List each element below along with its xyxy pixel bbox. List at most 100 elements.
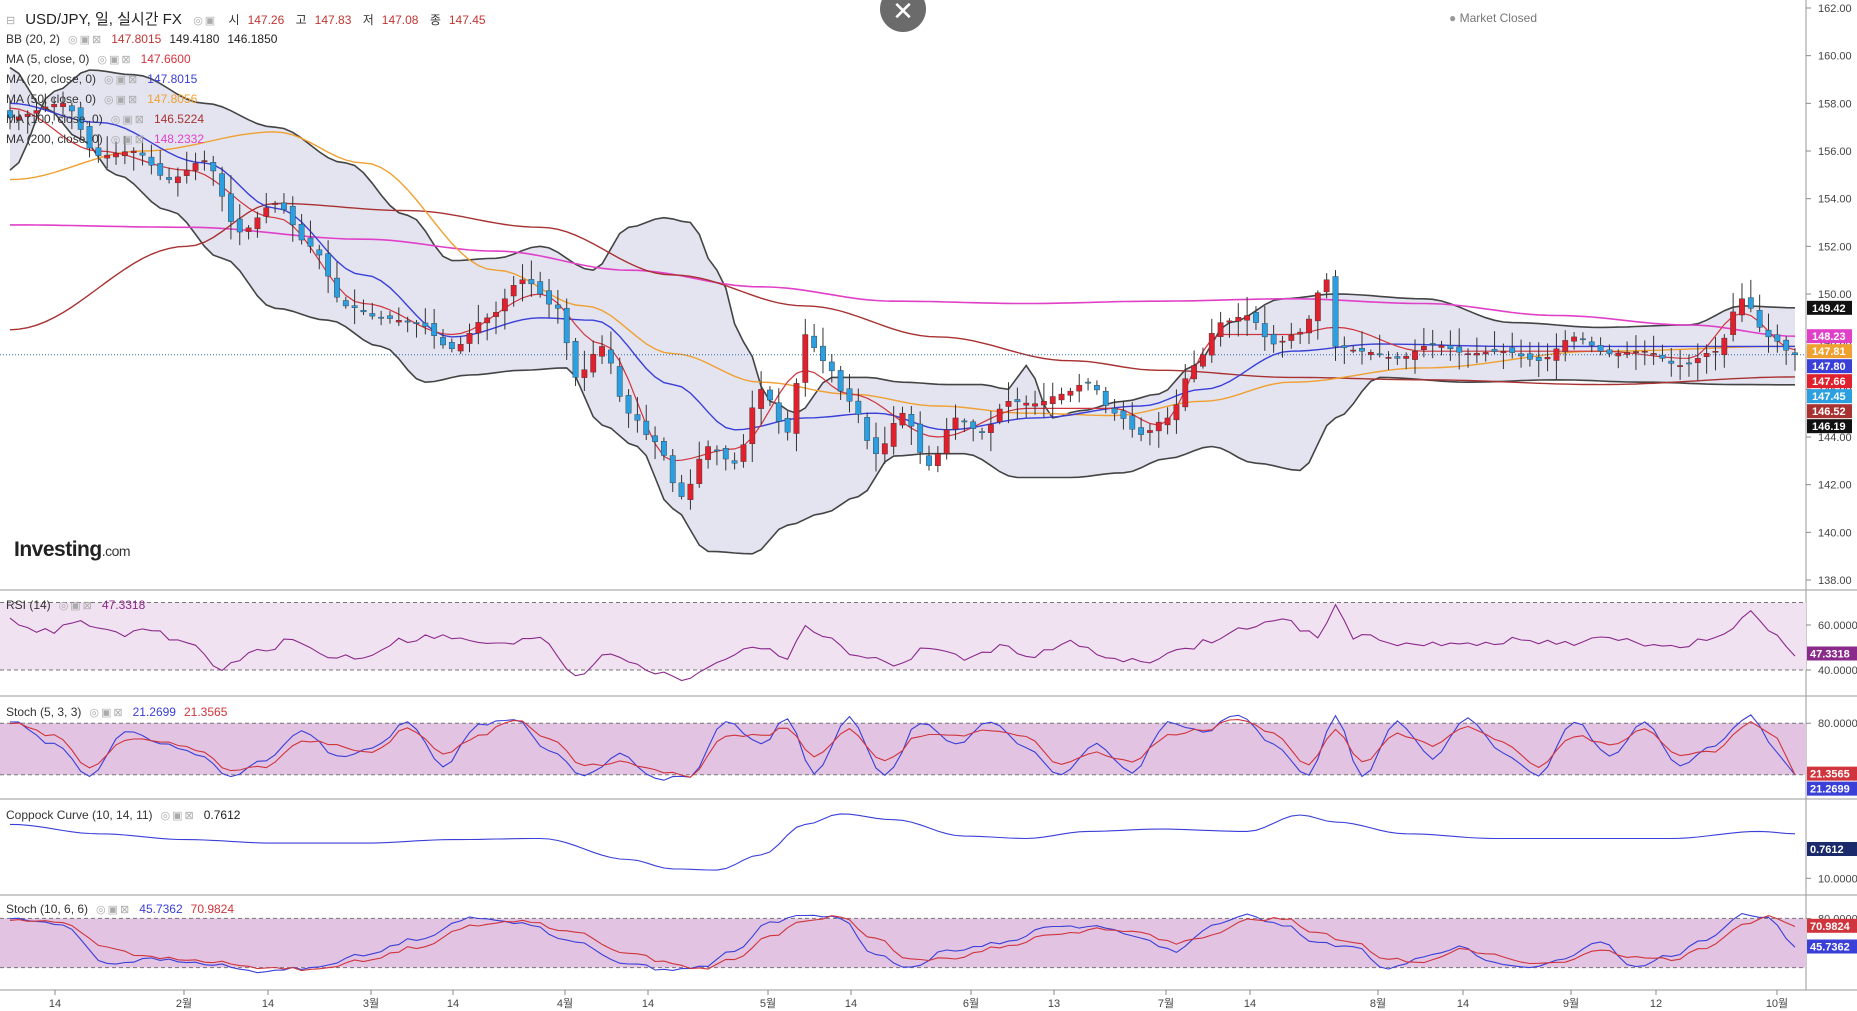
price-label-box	[1807, 344, 1852, 359]
indicator-label: BB (20, 2)	[6, 32, 61, 46]
candle-body	[113, 153, 119, 158]
candle-body	[979, 431, 985, 433]
candle-body	[42, 106, 49, 109]
price-label: 146.52	[1812, 406, 1846, 418]
indicator-settings-icons[interactable]: ◎▣⊠	[110, 134, 146, 146]
candle-body	[1102, 390, 1109, 406]
indicator-settings-icons[interactable]: ◎▣⊠	[104, 94, 140, 106]
indicator-value-label: 0.7612	[1810, 844, 1844, 856]
candle-body	[104, 154, 111, 159]
candle-body	[378, 316, 385, 319]
close-button[interactable]: ✕	[880, 0, 926, 32]
indicator-value: 147.8015	[111, 32, 162, 46]
investing-logo: Investing.com	[14, 538, 131, 561]
candle-body	[1721, 337, 1728, 355]
indicator-value-box	[1807, 939, 1857, 954]
candle-body	[422, 322, 429, 327]
candle-body	[908, 414, 915, 427]
legend-settings-icons[interactable]: ◎▣	[193, 15, 218, 27]
candle-body	[643, 420, 650, 435]
candle-body	[68, 105, 75, 112]
price-label: 149.42	[1812, 303, 1846, 315]
indicator-settings-icons[interactable]: ◎▣⊠	[160, 810, 196, 822]
time-tick-label: 14	[642, 998, 654, 1010]
candle-body	[15, 116, 22, 121]
price-label: 147.81	[1812, 346, 1846, 358]
indicator-band-fill	[0, 918, 1806, 968]
candle-body	[1138, 427, 1144, 435]
time-tick-label: 14	[1457, 998, 1469, 1010]
candle-body	[528, 279, 535, 285]
candle-body	[1191, 365, 1198, 380]
candle-body	[77, 107, 84, 130]
indicator-value: 47.3318	[101, 598, 146, 612]
candle-body	[970, 421, 977, 429]
candle-body	[484, 317, 491, 324]
ma50-line	[9, 131, 1795, 417]
candle-body	[1518, 353, 1524, 357]
indicator-settings-icons[interactable]: ◎▣⊠	[58, 600, 94, 612]
candle-body	[1067, 390, 1074, 396]
candle-body	[1438, 345, 1445, 348]
time-tick-label: 13	[1048, 998, 1060, 1010]
indicator-value: 45.7362	[139, 902, 183, 916]
candle-body	[1200, 354, 1206, 367]
main-legend: ⊟ USD/JPY, 일, 실시간 FX ◎▣ 시 147.26 고 147.83 저…	[6, 8, 494, 29]
candle-body	[1217, 322, 1224, 337]
page-title: USD/JPY, 일, 실시간 FX	[25, 11, 182, 28]
indicator-settings-icons[interactable]: ◎▣⊠	[110, 114, 146, 126]
indicator-label: MA (100, close, 0)	[6, 112, 103, 126]
indicator-label: MA (5, close, 0)	[6, 52, 90, 66]
candle-body	[820, 345, 826, 361]
candle-body	[881, 443, 888, 455]
candle-body	[1367, 352, 1374, 355]
indicator-value: 0.7612	[203, 808, 241, 822]
candle-body	[86, 126, 93, 149]
high-value: 147.83	[314, 13, 352, 27]
candle-body	[722, 447, 729, 460]
candle-body	[1597, 345, 1604, 352]
indicator-value: 146.5224	[153, 112, 204, 126]
price-label: 147.80	[1812, 361, 1846, 373]
candle-body	[289, 206, 296, 226]
price-tick-label: 150.00	[1818, 289, 1852, 301]
indicator-settings-icons[interactable]: ◎▣⊠	[104, 74, 140, 86]
indicator-line	[9, 915, 1796, 972]
indicator-line	[9, 714, 1796, 781]
candle-body	[95, 147, 102, 156]
candle-body	[899, 412, 906, 426]
price-label: 147.66	[1812, 376, 1846, 388]
candle-body	[1376, 353, 1383, 356]
candle-body	[157, 163, 164, 176]
candle-body	[873, 437, 879, 454]
candle-body	[961, 420, 968, 423]
price-tick-label: 154.00	[1818, 194, 1852, 206]
candle-body	[1314, 292, 1321, 322]
candle-body	[1588, 341, 1595, 346]
candle-body	[1412, 351, 1418, 360]
indicator-settings-icons[interactable]: ◎▣⊠	[89, 707, 125, 719]
indicator-value: 21.2699	[132, 705, 176, 719]
candle-body	[1332, 276, 1339, 347]
candle-body	[537, 281, 544, 295]
candle-body	[1208, 333, 1215, 356]
indicator-settings-icons[interactable]: ◎▣⊠	[68, 34, 104, 46]
indicator-settings-icons[interactable]: ◎▣⊠	[97, 54, 133, 66]
collapse-icon[interactable]: ⊟	[6, 15, 18, 27]
indicator-value: 146.1850	[227, 32, 278, 46]
candle-body	[1288, 334, 1295, 341]
candle-body	[855, 400, 862, 415]
candle-body	[1420, 345, 1427, 351]
indicator-tick-label: 60.0000	[1818, 620, 1857, 632]
candle-body	[1765, 329, 1772, 338]
time-tick-label: 2월	[176, 997, 192, 1010]
price-tick-label: 158.00	[1818, 98, 1852, 110]
indicator-settings-icons[interactable]: ◎▣⊠	[96, 904, 132, 916]
candle-body	[1509, 347, 1516, 353]
price-label: 146.19	[1812, 421, 1846, 433]
candle-body	[926, 455, 932, 466]
price-tick-label: 160.00	[1818, 51, 1852, 63]
candle-body	[316, 249, 323, 256]
time-tick-label: 8월	[1370, 997, 1386, 1010]
